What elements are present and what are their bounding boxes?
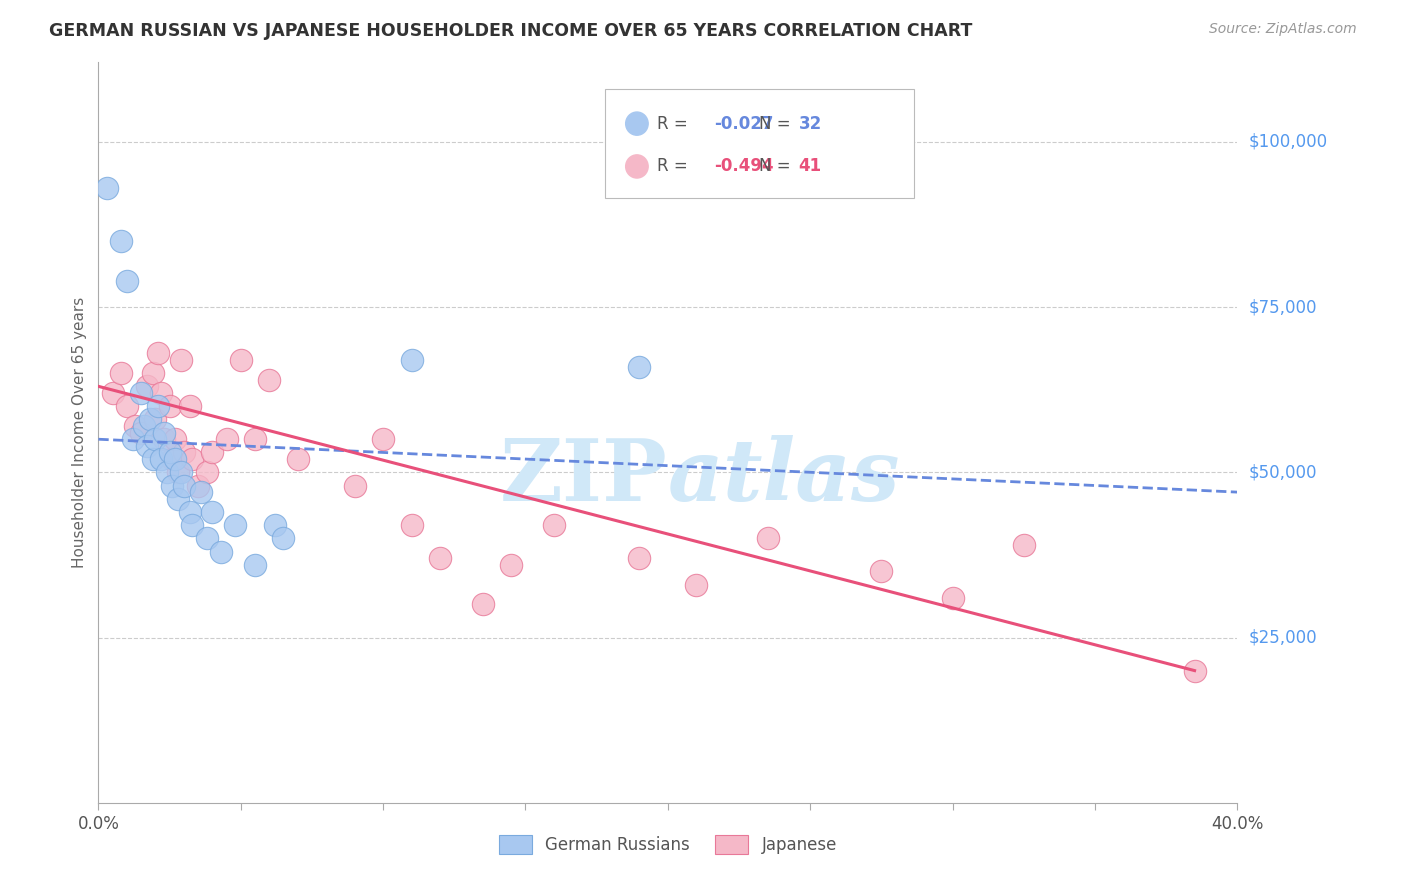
- Point: [101, 386, 124, 401]
- Point: [121, 432, 143, 446]
- Point: [373, 432, 395, 446]
- Text: $75,000: $75,000: [1249, 298, 1317, 316]
- Point: [179, 505, 201, 519]
- Point: [1012, 538, 1035, 552]
- Point: [942, 591, 965, 605]
- Point: [145, 432, 167, 446]
- Point: [201, 505, 224, 519]
- Point: [150, 386, 173, 401]
- Point: [124, 419, 146, 434]
- Point: [401, 352, 423, 367]
- Legend: German Russians, Japanese: German Russians, Japanese: [492, 829, 844, 861]
- Point: [162, 452, 184, 467]
- Text: $25,000: $25,000: [1249, 629, 1317, 647]
- Point: [162, 478, 184, 492]
- Point: [129, 386, 152, 401]
- Point: [243, 432, 266, 446]
- Point: [429, 551, 451, 566]
- Point: [150, 452, 173, 467]
- Text: GERMAN RUSSIAN VS JAPANESE HOUSEHOLDER INCOME OVER 65 YEARS CORRELATION CHART: GERMAN RUSSIAN VS JAPANESE HOUSEHOLDER I…: [49, 22, 973, 40]
- Point: [628, 551, 651, 566]
- Point: [148, 399, 170, 413]
- Point: [153, 425, 176, 440]
- Point: [135, 439, 157, 453]
- Point: [401, 518, 423, 533]
- Point: [159, 445, 181, 459]
- Point: [115, 274, 138, 288]
- Point: [170, 352, 193, 367]
- Point: [501, 558, 523, 572]
- Text: -0.494: -0.494: [714, 158, 773, 176]
- Point: [628, 359, 651, 374]
- Text: -0.027: -0.027: [714, 115, 773, 133]
- Point: [141, 366, 163, 380]
- Text: ZIP: ZIP: [501, 435, 668, 519]
- Point: [259, 373, 281, 387]
- Point: [170, 465, 193, 479]
- Text: R =: R =: [657, 158, 688, 176]
- Point: [1184, 664, 1206, 678]
- Point: [156, 465, 179, 479]
- Point: [685, 577, 707, 591]
- Point: [190, 485, 212, 500]
- Point: [209, 544, 232, 558]
- Text: atlas: atlas: [668, 435, 900, 519]
- Point: [273, 532, 295, 546]
- Text: $100,000: $100,000: [1249, 133, 1327, 151]
- Point: [129, 425, 152, 440]
- Point: [195, 465, 218, 479]
- Point: [287, 452, 309, 467]
- Text: N =: N =: [759, 158, 790, 176]
- Y-axis label: Householder Income Over 65 years: Householder Income Over 65 years: [72, 297, 87, 568]
- Point: [153, 432, 176, 446]
- Point: [243, 558, 266, 572]
- Point: [215, 432, 238, 446]
- Point: [132, 419, 155, 434]
- Point: [135, 379, 157, 393]
- Point: [224, 518, 246, 533]
- Point: [148, 346, 170, 360]
- Point: [179, 399, 201, 413]
- Point: [138, 412, 160, 426]
- Point: [167, 465, 190, 479]
- Point: [115, 399, 138, 413]
- Point: [145, 412, 167, 426]
- Point: [756, 532, 779, 546]
- Point: [141, 452, 163, 467]
- Point: [165, 432, 187, 446]
- Point: [159, 399, 181, 413]
- Point: [96, 181, 118, 195]
- Text: Source: ZipAtlas.com: Source: ZipAtlas.com: [1209, 22, 1357, 37]
- Point: [187, 478, 209, 492]
- Point: [173, 445, 195, 459]
- Point: [110, 234, 132, 248]
- Point: [870, 565, 893, 579]
- Point: [110, 366, 132, 380]
- Point: [167, 491, 190, 506]
- Point: [264, 518, 287, 533]
- Text: $50,000: $50,000: [1249, 463, 1317, 482]
- Text: N =: N =: [759, 115, 790, 133]
- Point: [229, 352, 252, 367]
- Point: [173, 478, 195, 492]
- Point: [165, 452, 187, 467]
- Point: [471, 598, 494, 612]
- Point: [343, 478, 366, 492]
- Text: 32: 32: [799, 115, 823, 133]
- Point: [201, 445, 224, 459]
- Point: [543, 518, 565, 533]
- Point: [195, 532, 218, 546]
- Text: R =: R =: [657, 115, 688, 133]
- Text: 41: 41: [799, 158, 821, 176]
- Point: [181, 452, 204, 467]
- Point: [181, 518, 204, 533]
